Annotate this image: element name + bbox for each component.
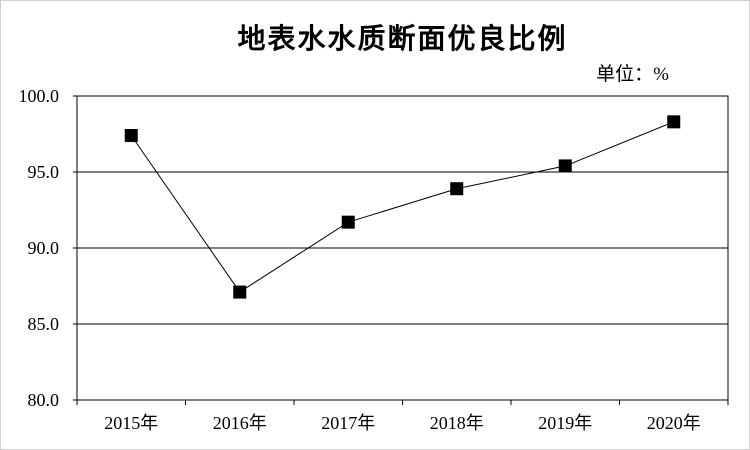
x-tick-label: 2017年 — [321, 413, 375, 433]
series-line — [130, 121, 674, 293]
data-point-marker — [450, 182, 464, 196]
x-tick-label: 2018年 — [430, 413, 484, 433]
y-tick-label: 95.0 — [28, 162, 60, 182]
x-tick-label: 2015年 — [104, 413, 158, 433]
x-tick-label: 2019年 — [538, 413, 592, 433]
data-point-marker — [124, 129, 138, 143]
y-tick-label: 100.0 — [19, 86, 60, 106]
data-point-marker — [233, 285, 247, 299]
x-tick-label: 2020年 — [647, 413, 701, 433]
data-point-marker — [558, 159, 572, 173]
chart-title: 地表水水质断面优良比例 — [237, 24, 568, 55]
data-point-marker — [341, 215, 355, 229]
unit-label: 单位：% — [596, 64, 669, 85]
x-tick-label: 2016年 — [213, 413, 267, 433]
data-point-marker — [667, 115, 681, 129]
y-tick-label: 80.0 — [28, 390, 60, 410]
y-tick-label: 90.0 — [28, 238, 60, 258]
y-tick-label: 85.0 — [28, 314, 60, 334]
